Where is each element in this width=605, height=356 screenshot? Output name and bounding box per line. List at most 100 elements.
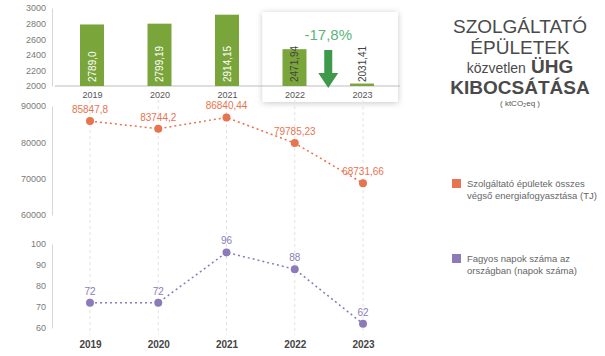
tick-label: 2200 (26, 66, 46, 76)
title-line: közvetlen ÜHG (467, 56, 574, 77)
legend-item: Fagyos napok száma azországban (napok sz… (452, 253, 577, 276)
axis-line (93, 86, 363, 87)
title-word: ÜHG (526, 56, 574, 77)
axis-line (52, 9, 53, 87)
tick: 2021 (217, 86, 237, 100)
tick: 3000 (26, 3, 52, 13)
tick-label: 2022 (284, 339, 307, 350)
tick-label: 90 (36, 260, 46, 270)
tick: 2019 (79, 335, 102, 350)
bar (80, 24, 104, 86)
tick: 70 (36, 302, 52, 312)
data-labels: 85847,883744,286840,4479785,2368731,6672… (72, 100, 384, 317)
annotation: -17,8% (304, 26, 352, 43)
marker (359, 179, 367, 187)
marker (291, 139, 299, 147)
tick-label: 60000 (21, 210, 46, 220)
marker (223, 113, 231, 121)
chart-svg: 2000220024002600280030002019202020212022… (0, 0, 605, 356)
marker (291, 265, 299, 273)
bar-chart: 2000220024002600280030002019202020212022… (26, 3, 400, 102)
tick: 2020 (148, 335, 171, 350)
tick-label: 2019 (79, 339, 102, 350)
tick: 2022 (285, 86, 305, 100)
data-label: 96 (221, 235, 233, 246)
data-label: 2914,15 (222, 45, 233, 82)
legend-swatch (452, 254, 461, 263)
title-word: közvetlen (467, 60, 526, 76)
title-word: SZOLGÁLTATÓ (453, 16, 587, 37)
tick: 2019 (82, 86, 102, 100)
title-line: KIBOCSÁTÁSA (450, 77, 590, 98)
marker (86, 117, 94, 125)
line (90, 117, 363, 183)
line-chart: 6000070000800009000060708090100201920202… (21, 100, 375, 350)
data-label: 2799,19 (154, 45, 165, 82)
tick-label: 2023 (352, 339, 375, 350)
data-label: 85847,8 (72, 104, 109, 115)
tick-label: 2021 (216, 339, 239, 350)
line (90, 252, 363, 323)
tick: 2023 (352, 335, 375, 350)
legend-item: Szolgáltató épületek összesvégső energia… (452, 178, 597, 201)
tick: 2600 (26, 35, 52, 45)
tick: 60000 (21, 210, 52, 220)
marker (154, 299, 162, 307)
tick: 2022 (284, 335, 307, 350)
marker (154, 125, 162, 133)
axis-line (91, 335, 364, 336)
tick: 2020 (150, 86, 170, 100)
chart-root: 2000220024002600280030002019202020212022… (0, 0, 605, 356)
grid (90, 100, 363, 335)
bar (350, 84, 374, 86)
title-line: ÉPÜLETEK (470, 37, 570, 58)
tick-label: 60 (36, 323, 46, 333)
data-label: 68731,66 (342, 166, 384, 177)
data-label: 88 (289, 252, 301, 263)
data-label: 62 (357, 307, 369, 318)
tick: 2000 (26, 81, 52, 91)
marker (223, 248, 231, 256)
x-axis: 20192020202120222023 (82, 86, 372, 100)
tick: 90 (36, 260, 52, 270)
tick-label: 70 (36, 302, 46, 312)
title: SZOLGÁLTATÓÉPÜLETEKközvetlen ÜHGKIBOCSÁT… (450, 16, 590, 98)
y-axis: 60000700008000090000 (21, 101, 53, 220)
data-label: 79785,23 (274, 126, 316, 137)
bar (215, 15, 239, 86)
title-line: SZOLGÁLTATÓ (453, 16, 587, 37)
legend-line: Szolgáltató épületek összes (467, 178, 585, 189)
tick: 2021 (216, 335, 239, 350)
y-axis: 200022002400260028003000 (26, 3, 53, 91)
tick-label: 2600 (26, 35, 46, 45)
tick: 70000 (21, 174, 52, 184)
data-label: 2031,41 (357, 45, 368, 82)
tick-label: 100 (31, 239, 46, 249)
title-word: ÉPÜLETEK (470, 37, 570, 58)
tick: 60 (36, 323, 52, 333)
axis-line (52, 107, 53, 216)
data-label: 86840,44 (206, 100, 248, 111)
x-axis: 2019 2020 2021 2022 2023 (79, 335, 375, 350)
tick-label: 2020 (150, 90, 170, 100)
data-label: 2789,0 (87, 51, 98, 82)
tick-label: 80 (36, 281, 46, 291)
tick-label: 2019 (82, 90, 102, 100)
legend-label: Szolgáltató épületek összesvégső energia… (467, 178, 597, 201)
data-label: 72 (153, 286, 165, 297)
grid-line (363, 100, 364, 335)
tick-label: 3000 (26, 3, 46, 13)
title-word: KIBOCSÁTÁSA (450, 77, 590, 98)
tick-label: 80000 (21, 138, 46, 148)
legend-line: országban (napok száma) (467, 265, 577, 276)
legend-label: Fagyos napok száma azországban (napok sz… (467, 253, 577, 276)
data-label: 2471,94 (289, 45, 300, 82)
y2-axis: 60 70 80 90 100 (31, 239, 53, 333)
tick: 80000 (21, 138, 52, 148)
bar (148, 24, 172, 86)
tick: 2400 (26, 50, 52, 60)
tick-label: 2400 (26, 50, 46, 60)
tick: 100 (31, 239, 52, 249)
marker (359, 320, 367, 328)
tick-label: 70000 (21, 174, 46, 184)
